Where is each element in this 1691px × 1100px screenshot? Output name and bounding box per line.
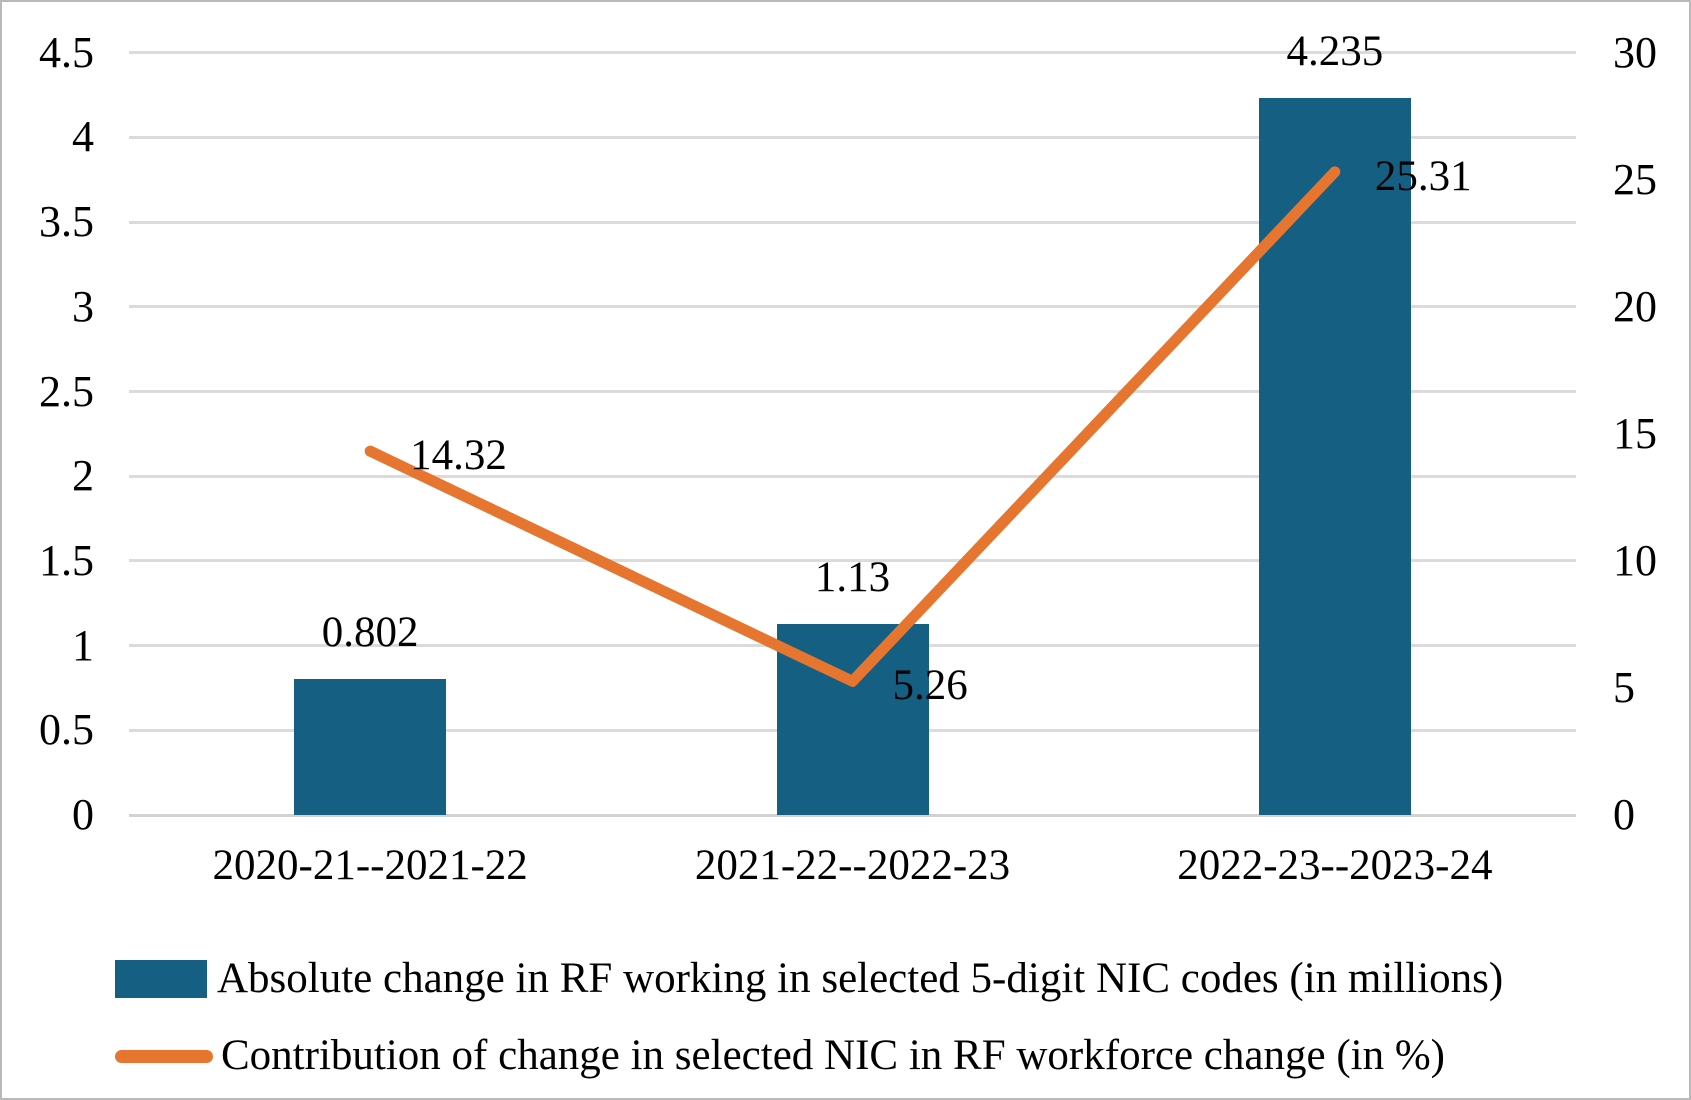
left-axis-tick: 3.5 <box>39 197 94 247</box>
bar-data-label: 1.13 <box>814 553 891 601</box>
left-axis-tick: 4.5 <box>39 27 94 77</box>
bar-data-label: 4.235 <box>1286 27 1384 75</box>
gridline <box>129 135 1576 139</box>
left-axis-tick: 2.5 <box>39 366 94 416</box>
x-axis-label: 2022-23--2023-24 <box>1177 842 1493 889</box>
x-axis-line <box>129 813 1576 817</box>
left-axis-tick: 0.5 <box>39 705 94 755</box>
right-axis-tick: 10 <box>1613 535 1657 585</box>
trend-line <box>364 166 1341 687</box>
left-axis-tick: 3 <box>72 281 94 331</box>
line-data-label: 14.32 <box>410 432 507 480</box>
legend-item-bar-series: Absolute change in RF working in selecte… <box>115 955 1503 1003</box>
left-axis-tick: 4 <box>72 112 94 162</box>
bar-data-label: 0.802 <box>321 609 419 657</box>
legend-item-line-series: Contribution of change in selected NIC i… <box>115 1032 1445 1080</box>
line-legend-swatch <box>115 1049 213 1063</box>
line-data-label: 25.31 <box>1374 152 1472 200</box>
left-axis-tick: 2 <box>72 451 94 501</box>
left-axis-tick: 1.5 <box>39 535 94 585</box>
bar-legend-swatch <box>115 960 207 998</box>
bar-2020-21--2021-22 <box>294 679 447 815</box>
line-data-label: 5.26 <box>892 662 968 710</box>
left-axis-tick: 1 <box>72 620 94 670</box>
right-axis-tick: 15 <box>1613 408 1657 458</box>
bar-2022-23--2023-24 <box>1258 97 1411 815</box>
x-axis-label: 2021-22--2022-23 <box>694 842 1011 889</box>
gridline <box>129 51 1576 55</box>
x-axis-label: 2020-21--2021-22 <box>212 842 528 889</box>
right-axis-tick: 30 <box>1613 27 1657 77</box>
right-axis-tick: 25 <box>1613 154 1657 204</box>
right-axis-tick: 0 <box>1613 790 1635 839</box>
right-axis-tick: 20 <box>1613 281 1657 331</box>
left-axis-tick: 0 <box>72 790 94 839</box>
line-legend-label: Contribution of change in selected NIC i… <box>221 1032 1445 1079</box>
bar-2021-22--2022-23 <box>776 623 929 815</box>
right-axis-tick: 5 <box>1613 662 1635 712</box>
bar-legend-label: Absolute change in RF working in selecte… <box>217 955 1504 1002</box>
